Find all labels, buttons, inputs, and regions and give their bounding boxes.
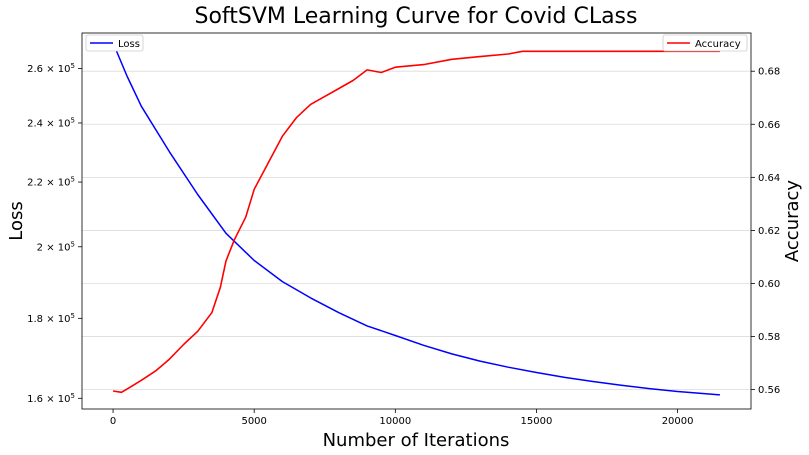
tick-mantissa: 2.2 [27,178,43,189]
tick-mantissa: 2.6 [27,64,43,75]
legend-loss-box [85,34,144,52]
right-y-tick-label: 0.60 [758,279,780,290]
right-y-tick-label: 0.56 [758,385,780,396]
left-y-tick-label: 2.2 × 105 [27,176,75,189]
tick-exponent: 5 [71,240,75,248]
x-tick-label: 15000 [521,416,553,427]
series-line-loss [112,42,720,396]
tick-times: × [43,394,58,405]
tick-base: 10 [58,314,71,325]
right-y-axis-ticks: 0.56 0.58 0.60 0.62 0.64 0.66 0.68 [751,67,780,396]
tick-mantissa: 2 [37,242,43,253]
x-axis-ticks: 0 5000 10000 15000 20000 [110,409,694,427]
chart-title: SoftSVM Learning Curve for Covid CLass [195,4,638,29]
series-line-accuracy [112,50,720,394]
tick-base: 10 [58,394,71,405]
right-y-tick-label: 0.68 [758,67,780,78]
right-y-tick-label: 0.66 [758,120,780,131]
tick-exponent: 5 [71,392,75,400]
right-y-tick-label: 0.58 [758,332,780,343]
left-y-tick-label: 2.4 × 105 [27,116,75,129]
plot-frame [81,32,752,410]
tick-base: 10 [58,242,71,253]
right-y-tick-label: 0.64 [758,173,780,184]
left-y-tick-label: 1.6 × 105 [27,392,75,405]
tick-exponent: 5 [71,176,75,184]
tick-times: × [43,314,58,325]
tick-base: 10 [58,118,71,129]
tick-exponent: 5 [71,62,75,70]
tick-exponent: 5 [71,312,75,320]
tick-base: 10 [58,178,71,189]
legend-accuracy-box [662,34,748,52]
tick-times: × [43,64,58,75]
grid-lines [82,70,751,391]
tick-exponent: 5 [71,116,75,124]
series-lines [112,42,720,396]
x-tick-label: 0 [110,416,116,427]
left-y-tick-label: 1.8 × 105 [27,312,75,325]
left-y-tick-label: 2 × 105 [37,240,75,253]
left-y-axis-label: Loss [6,201,27,240]
tick-mantissa: 1.6 [27,394,43,405]
legend-accuracy-label: Accuracy [695,39,741,50]
tick-times: × [43,242,58,253]
x-axis-label: Number of Iterations [323,430,510,451]
x-tick-label: 5000 [241,416,266,427]
left-y-tick-label: 2.6 × 105 [27,62,75,75]
x-tick-label: 20000 [662,416,694,427]
tick-mantissa: 2.4 [27,118,43,129]
legend-loss-label: Loss [118,39,140,50]
tick-base: 10 [58,64,71,75]
legend-loss: Loss [85,34,144,52]
tick-times: × [43,118,58,129]
legend-accuracy: Accuracy [662,34,748,52]
right-y-axis-label: Accuracy [782,180,803,263]
tick-mantissa: 1.8 [27,314,43,325]
tick-times: × [43,178,58,189]
x-tick-label: 10000 [379,416,411,427]
right-y-tick-label: 0.62 [758,226,780,237]
